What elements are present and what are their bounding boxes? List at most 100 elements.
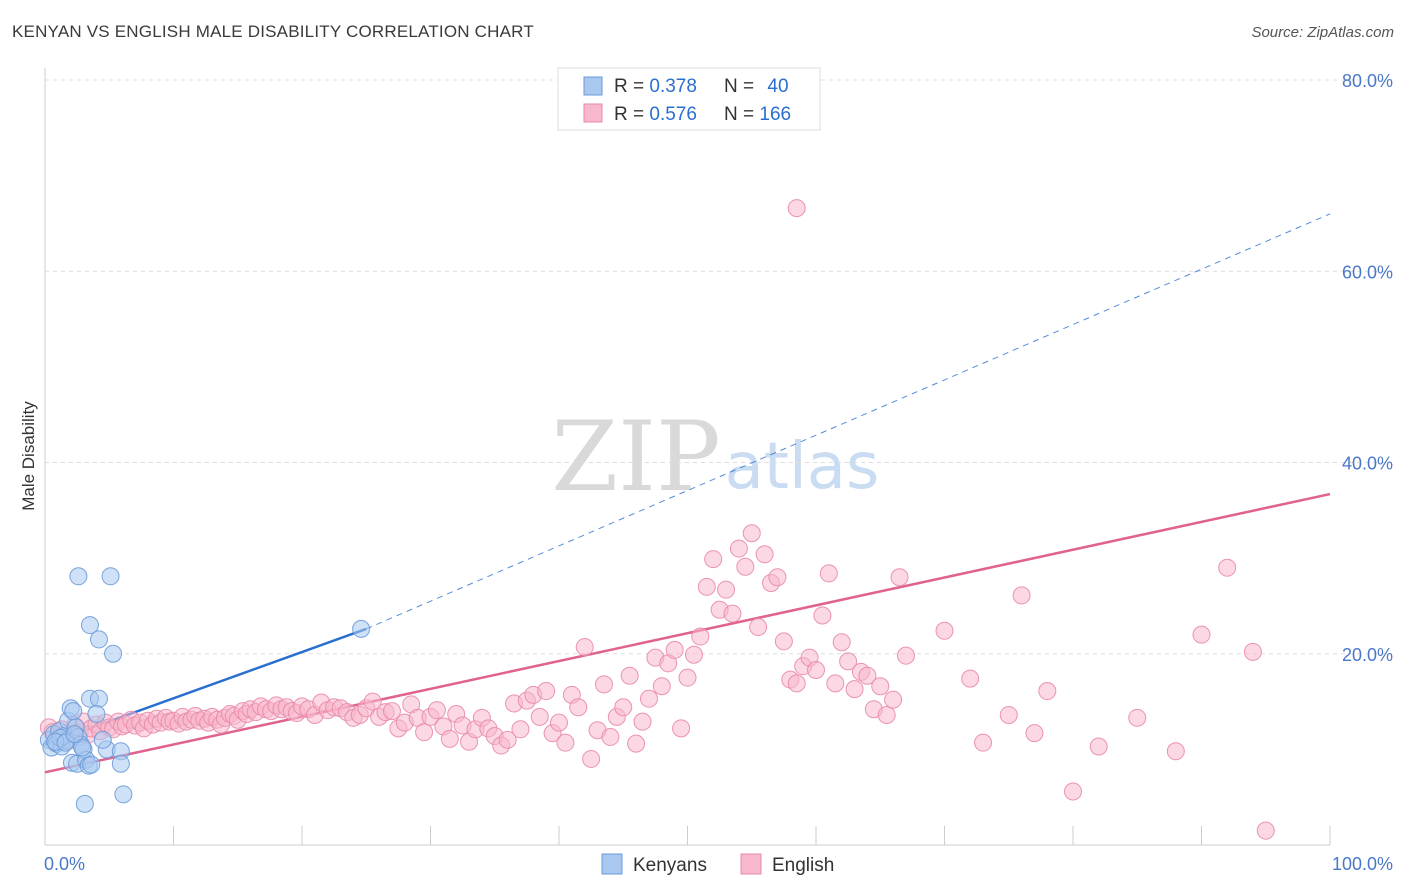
english-point: [787, 674, 806, 693]
english-point: [755, 545, 774, 564]
english-point: [530, 707, 549, 726]
english-point: [427, 701, 446, 720]
english-point: [550, 713, 568, 732]
legend-top: R = 0.378 N = 40 R = 0.576 N = 166: [557, 67, 821, 131]
english-point: [652, 677, 671, 696]
legend-bottom-kenyans-swatch: [601, 853, 623, 875]
kenyans-point: [73, 738, 92, 757]
english-point: [627, 734, 646, 753]
svg-text:N = 40: N = 40: [724, 76, 789, 97]
kenyans-point: [101, 567, 120, 586]
english-point: [832, 633, 851, 652]
grid: [45, 79, 1392, 655]
english-point: [884, 690, 903, 709]
tick-labels: 20.0% 40.0% 60.0% 80.0% 0.0% 100.0%: [44, 71, 1393, 874]
english-point: [961, 669, 980, 688]
legend-kenyans-n-label: N =: [724, 76, 759, 97]
english-point: [511, 720, 530, 739]
legend-english-r-value: 0.576: [649, 104, 697, 125]
english-point: [678, 668, 697, 687]
english-point: [839, 652, 858, 671]
kenyans-trend-extension: [366, 213, 1331, 630]
legend-english-n-label: N =: [724, 104, 759, 125]
english-point: [1089, 737, 1108, 756]
english-point: [896, 646, 915, 665]
english-point: [787, 199, 806, 218]
english-point: [537, 682, 556, 701]
english-point: [569, 698, 588, 717]
english-point: [601, 727, 620, 746]
svg-text:N = 166: N = 166: [724, 104, 791, 125]
english-point: [1218, 558, 1237, 577]
y-tick-label: 20.0%: [1342, 645, 1393, 665]
english-point: [556, 733, 575, 752]
x-tick-label-max: 100.0%: [1332, 854, 1393, 874]
english-point: [382, 702, 401, 721]
english-point: [871, 677, 890, 696]
english-point: [1064, 782, 1082, 801]
kenyans-point: [114, 785, 133, 804]
english-point: [620, 666, 639, 685]
scatter-points: [39, 199, 1275, 840]
english-point: [684, 645, 703, 664]
svg-text:R = 0.378: R = 0.378: [614, 76, 697, 97]
english-point: [729, 539, 748, 558]
english-point: [582, 749, 601, 768]
english-point: [415, 723, 434, 742]
kenyans-point: [93, 730, 112, 749]
english-point: [845, 680, 864, 699]
english-point: [1025, 724, 1044, 743]
kenyans-point: [89, 630, 108, 649]
english-point: [575, 638, 594, 657]
svg-text:R = 0.576: R = 0.576: [614, 104, 697, 125]
english-point: [1012, 586, 1031, 605]
legend-english-swatch: [583, 103, 603, 123]
kenyans-point: [64, 702, 83, 721]
english-point: [742, 524, 761, 543]
kenyans-point: [82, 755, 101, 774]
kenyans-point: [111, 754, 130, 773]
english-point: [736, 557, 755, 576]
english-point: [665, 640, 684, 659]
english-point: [1166, 742, 1185, 761]
legend-kenyans-r-value: 0.378: [649, 76, 697, 97]
legend-kenyans-r-label: R =: [614, 76, 649, 97]
chart-title: KENYAN VS ENGLISH MALE DISABILITY CORREL…: [12, 22, 534, 41]
english-point: [813, 606, 832, 625]
english-point: [440, 729, 459, 748]
watermark-atlas: atlas: [725, 430, 880, 504]
y-tick-label: 80.0%: [1342, 71, 1393, 91]
english-point: [890, 568, 909, 587]
kenyans-point: [69, 567, 88, 586]
english-point: [826, 674, 845, 693]
english-point: [858, 666, 877, 685]
english-point: [1128, 708, 1147, 727]
y-tick-label: 60.0%: [1342, 262, 1393, 282]
english-point: [807, 661, 825, 680]
english-point: [704, 550, 723, 569]
legend-bottom-english-swatch: [740, 853, 762, 875]
english-point: [1038, 682, 1057, 701]
english-point: [774, 632, 793, 651]
legend-kenyans-n-value: 40: [767, 76, 788, 97]
x-tick-label-min: 0.0%: [44, 854, 85, 874]
kenyans-point: [104, 644, 123, 663]
legend-bottom-kenyans-label: Kenyans: [633, 855, 707, 876]
english-point: [691, 627, 710, 646]
english-point: [639, 689, 658, 708]
source-label: Source: ZipAtlas.com: [1251, 24, 1394, 41]
english-point: [594, 675, 613, 694]
english-point: [672, 719, 691, 738]
english-point: [1256, 821, 1275, 840]
legend-bottom: Kenyans English: [601, 853, 834, 876]
english-point: [749, 617, 768, 636]
kenyans-point: [89, 689, 108, 708]
y-axis-label: Male Disability: [19, 401, 38, 511]
english-point: [974, 733, 993, 752]
legend-english-r-label: R =: [614, 104, 649, 125]
english-point: [717, 580, 736, 599]
english-point: [1243, 642, 1262, 661]
kenyans-point: [65, 725, 84, 744]
y-tick-label: 40.0%: [1342, 454, 1393, 474]
